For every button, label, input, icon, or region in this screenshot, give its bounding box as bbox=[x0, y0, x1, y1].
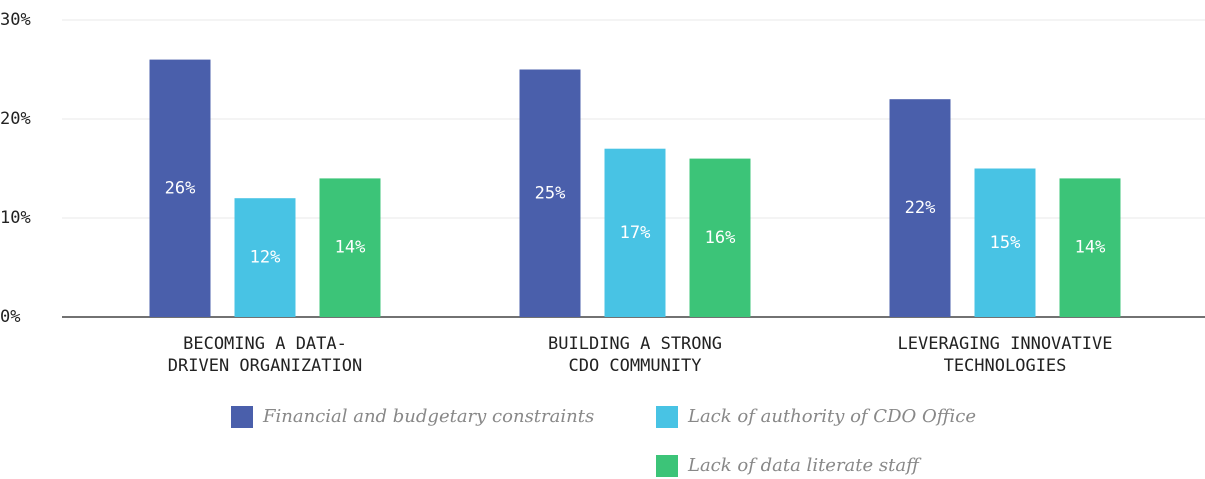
y-tick-label: 0% bbox=[0, 307, 20, 327]
legend-swatch bbox=[231, 406, 253, 428]
legend-label: Lack of data literate staff bbox=[687, 455, 922, 476]
bar bbox=[149, 59, 211, 317]
x-tick-label: BECOMING A DATA- bbox=[183, 334, 347, 354]
bar bbox=[234, 198, 296, 317]
value-label: 15% bbox=[990, 233, 1021, 253]
value-label: 14% bbox=[1075, 238, 1106, 258]
x-tick-label: CDO COMMUNITY bbox=[568, 356, 701, 376]
bar bbox=[889, 99, 951, 317]
value-label: 25% bbox=[535, 183, 566, 203]
value-label: 17% bbox=[620, 223, 651, 243]
bar bbox=[519, 69, 581, 317]
x-tick-label: BUILDING A STRONG bbox=[548, 334, 722, 354]
y-tick-label: 10% bbox=[0, 208, 31, 228]
legend-label: Financial and budgetary constraints bbox=[262, 406, 594, 427]
legend-label: Lack of authority of CDO Office bbox=[687, 406, 976, 427]
bar bbox=[319, 178, 381, 317]
x-tick-label: TECHNOLOGIES bbox=[944, 356, 1067, 376]
bar bbox=[1059, 178, 1121, 317]
bar bbox=[689, 158, 751, 317]
value-label: 22% bbox=[905, 198, 936, 218]
value-label: 16% bbox=[705, 228, 736, 248]
value-label: 14% bbox=[335, 238, 366, 258]
y-tick-label: 30% bbox=[0, 10, 31, 30]
bar bbox=[604, 148, 666, 317]
value-label: 12% bbox=[250, 248, 281, 268]
legend-swatch bbox=[656, 455, 678, 477]
legend-swatch bbox=[656, 406, 678, 428]
value-label: 26% bbox=[165, 178, 196, 198]
x-tick-label: DRIVEN ORGANIZATION bbox=[168, 356, 362, 376]
y-tick-label: 20% bbox=[0, 109, 31, 129]
x-tick-label: LEVERAGING INNOVATIVE bbox=[898, 334, 1113, 354]
bar bbox=[974, 168, 1036, 317]
